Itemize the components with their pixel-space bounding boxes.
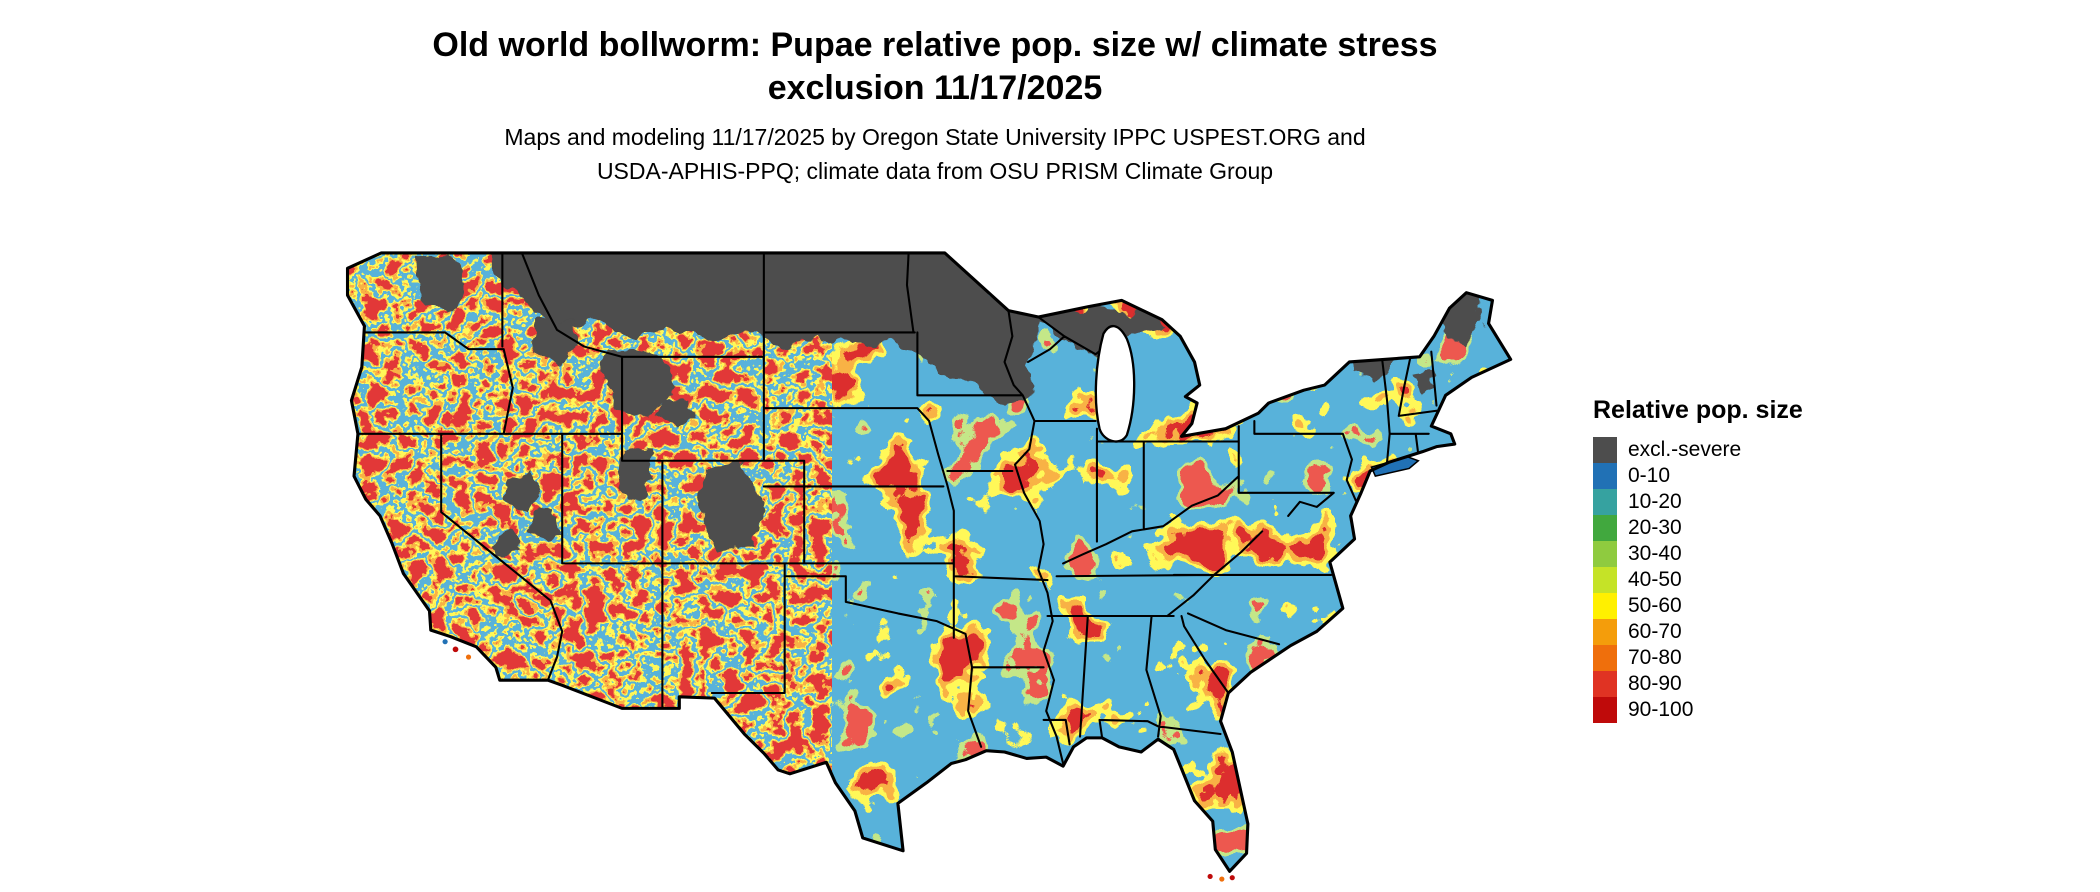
- legend-label: 80-90: [1628, 672, 1682, 695]
- legend-swatch: [1593, 515, 1617, 541]
- legend-item: 40-50: [1593, 567, 1803, 593]
- legend-swatch: [1593, 645, 1617, 671]
- legend-item: 70-80: [1593, 645, 1803, 671]
- state-borders: [356, 252, 1438, 765]
- legend-swatch: [1593, 697, 1617, 723]
- figure-title-line2: exclusion 11/17/2025: [767, 69, 1103, 107]
- legend-title: Relative pop. size: [1593, 396, 1803, 424]
- legend-label: 10-20: [1628, 490, 1682, 513]
- us-map-svg: [345, 251, 1513, 882]
- legend-label: 60-70: [1628, 620, 1682, 643]
- legend-item: 60-70: [1593, 619, 1803, 645]
- legend-label: 30-40: [1628, 542, 1682, 565]
- figure-subtitle-line2: USDA-APHIS-PPQ; climate data from OSU PR…: [596, 158, 1274, 184]
- us-outline: [345, 251, 1513, 873]
- legend-item: 10-20: [1593, 489, 1803, 515]
- legend-label: 40-50: [1628, 568, 1682, 591]
- legend-swatch: [1593, 567, 1617, 593]
- legend-label: 70-80: [1628, 646, 1682, 669]
- legend-label: 50-60: [1628, 594, 1682, 617]
- legend-swatch: [1593, 437, 1617, 463]
- legend-swatch: [1593, 463, 1617, 489]
- legend-item: excl.-severe: [1593, 437, 1803, 463]
- figure-title-line1: Old world bollworm: Pupae relative pop. …: [432, 26, 1438, 64]
- legend-swatch: [1593, 593, 1617, 619]
- map-legend: Relative pop. size excl.-severe 0-10 10-20…: [1593, 396, 1803, 723]
- legend-swatch: [1593, 619, 1617, 645]
- lake-michigan: [1094, 325, 1136, 443]
- legend-items: excl.-severe 0-10 10-20 20-30 30-40 40-50 50-6…: [1593, 437, 1803, 723]
- legend-label: excl.-severe: [1628, 438, 1742, 461]
- legend-item: 80-90: [1593, 671, 1803, 697]
- figure-subtitle: Maps and modeling 11/17/2025 by Oregon S…: [0, 120, 1870, 188]
- legend-item: 20-30: [1593, 515, 1803, 541]
- island-dots: [442, 639, 1235, 882]
- legend-label: 90-100: [1628, 698, 1694, 721]
- figure-subtitle-line1: Maps and modeling 11/17/2025 by Oregon S…: [504, 124, 1366, 150]
- figure-title: Old world bollworm: Pupae relative pop. …: [0, 24, 1870, 110]
- legend-item: 90-100: [1593, 697, 1803, 723]
- legend-item: 30-40: [1593, 541, 1803, 567]
- legend-swatch: [1593, 541, 1617, 567]
- excluded-regions: [416, 252, 1486, 557]
- legend-swatch: [1593, 489, 1617, 515]
- legend-swatch: [1593, 671, 1617, 697]
- legend-item: 0-10: [1593, 463, 1803, 489]
- us-population-map: [315, 208, 1551, 888]
- legend-item: 50-60: [1593, 593, 1803, 619]
- legend-label: 0-10: [1628, 464, 1671, 487]
- legend-label: 20-30: [1628, 516, 1682, 539]
